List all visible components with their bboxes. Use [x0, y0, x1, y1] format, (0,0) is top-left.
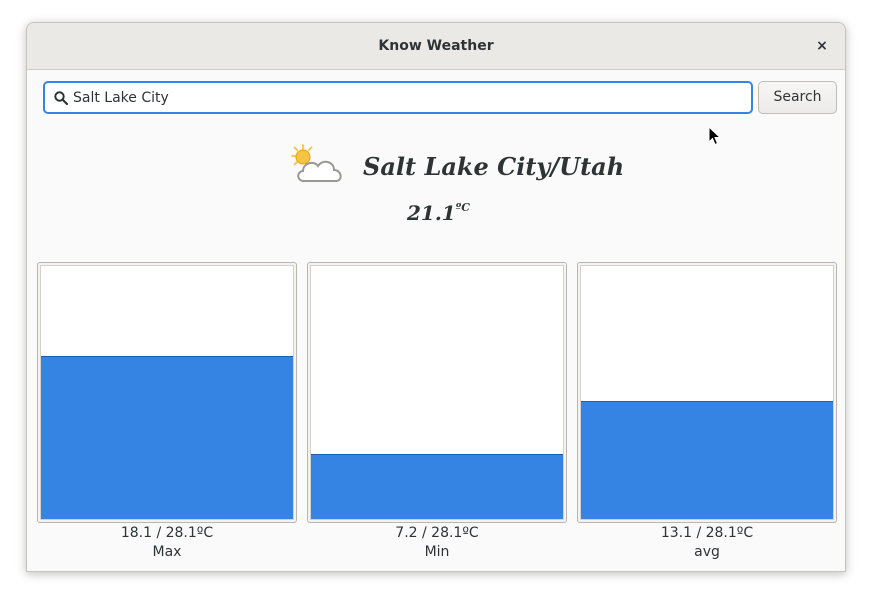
level-bar-track: [40, 265, 294, 520]
main-content: Search Salt Lake City/Utah 21.1ºC 18.1 /…: [27, 70, 845, 571]
level-bar-track: [580, 265, 834, 520]
current-temperature: 21.1ºC: [407, 201, 470, 225]
max-label: Max: [152, 544, 182, 560]
max-value-text: 18.1 / 28.1ºC: [120, 525, 214, 541]
level-bar-fill: [311, 454, 563, 519]
min-temperature-panel: [307, 262, 567, 523]
search-input[interactable]: [73, 83, 743, 112]
window-title: Know Weather: [378, 38, 494, 54]
close-icon: ×: [816, 38, 828, 54]
min-label: Min: [424, 544, 450, 560]
close-button[interactable]: ×: [811, 35, 833, 57]
level-bar-fill: [41, 356, 293, 519]
app-window: Know Weather × Search Salt Lake Cit: [26, 22, 846, 572]
mouse-pointer-icon: [708, 126, 722, 146]
max-temperature-panel: [37, 262, 297, 523]
temperature-unit: ºC: [455, 201, 470, 214]
min-value-text: 7.2 / 28.1ºC: [395, 525, 479, 541]
titlebar[interactable]: Know Weather ×: [27, 23, 845, 70]
search-icon: [54, 91, 68, 105]
level-bar-track: [310, 265, 564, 520]
avg-temperature-panel: [577, 262, 837, 523]
partly-cloudy-icon: [291, 144, 342, 182]
search-field[interactable]: [43, 81, 753, 114]
avg-value-text: 13.1 / 28.1ºC: [660, 525, 754, 541]
search-button[interactable]: Search: [758, 81, 837, 114]
avg-label: avg: [694, 544, 720, 560]
temperature-value: 21.1: [407, 201, 456, 225]
level-bar-fill: [581, 401, 833, 519]
city-name: Salt Lake City/Utah: [363, 152, 625, 181]
